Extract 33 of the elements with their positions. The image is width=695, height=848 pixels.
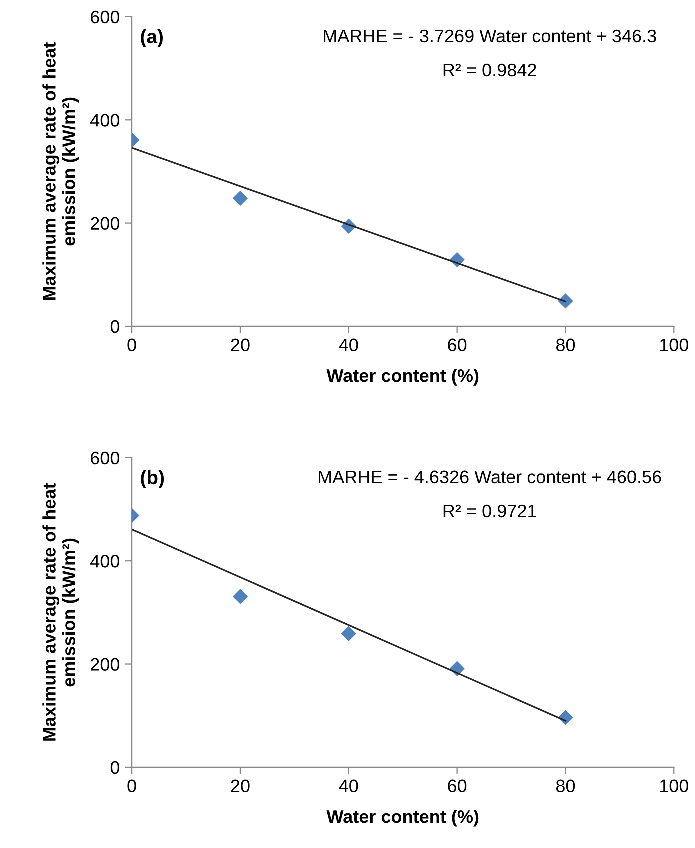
annotation: R² = 0.9721 [444,504,536,518]
y-tick-label: 600 [91,452,120,465]
y-tick-label: 400 [90,114,120,127]
y-tick-label: 0 [110,761,120,774]
y-tick-label: 200 [91,217,120,230]
point [232,190,248,206]
point [232,589,248,604]
x-tick-label: 0 [128,780,136,793]
x-tick-label: 40 [339,780,358,793]
x-axis-title: Water content (%) [326,810,479,827]
y-axis-title: Maximum average rate of heat emission (kW/m²) [42,42,80,300]
y-axis-title: Maximum average rate of heat emission (kW/m²) [42,483,80,741]
annotation: R² = 0.9842 [444,64,536,77]
x-tick-label: 80 [556,780,576,793]
x-tick-label: 100 [660,780,689,793]
y-tick-label: 200 [91,658,120,671]
x-axis-title: Water content (%) [326,369,479,386]
x-tick-label: 100 [660,338,689,352]
y-tick-label: 400 [90,555,120,568]
x-tick-label: 0 [128,338,136,352]
x-tick-label: 20 [231,780,250,793]
annotation: (b) [141,470,164,488]
annotation: (a) [141,29,163,48]
x-tick-label: 60 [448,338,467,352]
y-tick-label: 600 [91,10,120,24]
annotation: MARHE = - 3.7269 Water content + 346.3 [324,30,656,43]
point [341,626,356,642]
x-tick-label: 80 [556,338,576,352]
y-tick-label: 0 [110,320,120,334]
x-tick-label: 60 [448,780,467,793]
annotation: MARHE = - 4.6326 Water content + 460.56 [319,470,662,484]
x-tick-label: 40 [339,338,358,352]
x-tick-label: 20 [231,338,250,352]
